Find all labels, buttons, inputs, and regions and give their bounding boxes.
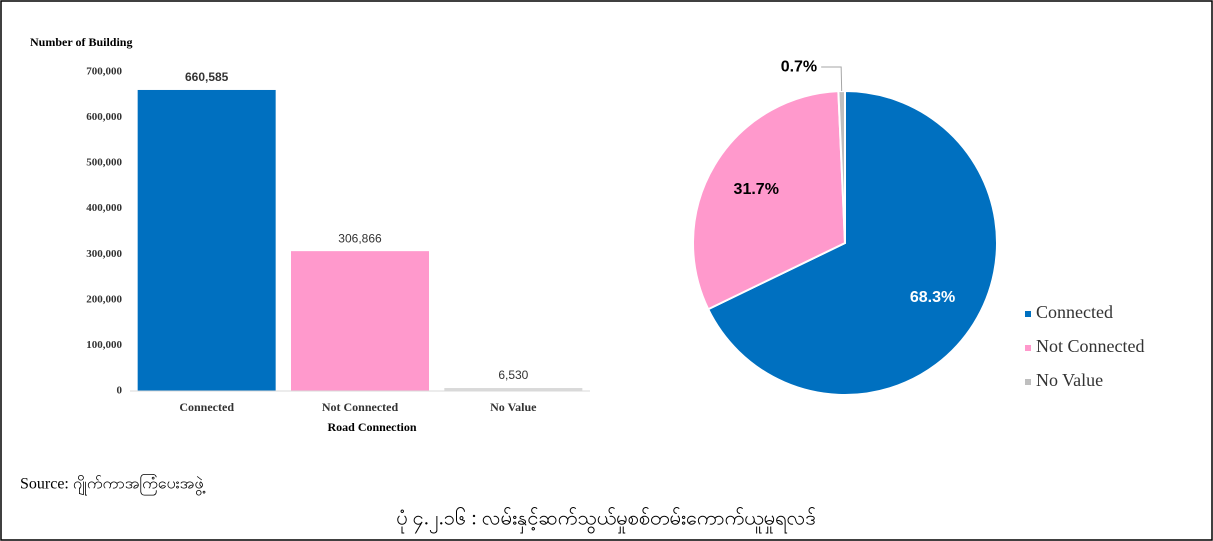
- y-tick-label: 300,000: [86, 248, 122, 260]
- x-tick-label: Connected: [179, 400, 234, 414]
- pie-slice: [837, 89, 846, 244]
- legend-label: No Value: [1036, 370, 1103, 390]
- data-label: 660,585: [185, 70, 229, 84]
- source: Source: ဂျိုက်ကာအကြံပေးအဖွဲ့: [20, 474, 206, 496]
- leader-line: [821, 66, 843, 92]
- y-axis-title: Number of Building: [30, 35, 132, 49]
- data-label: 31.7%: [734, 181, 779, 198]
- bar: [137, 89, 276, 391]
- x-tick-label: No Value: [490, 400, 537, 414]
- data-label: 0.7%: [781, 58, 817, 75]
- pie-slice: [706, 89, 998, 396]
- legend-marker: [1025, 311, 1031, 317]
- y-tick-label: 400,000: [86, 202, 122, 214]
- data-label: 68.3%: [910, 289, 955, 306]
- data-label: 306,866: [338, 231, 382, 245]
- pie-slice: [692, 90, 847, 311]
- x-tick-label: Not Connected: [322, 400, 399, 414]
- bar: [444, 388, 583, 391]
- data-label: 6,530: [498, 368, 528, 382]
- legend-label: Not Connected: [1036, 336, 1144, 356]
- x-axis-title: Road Connection: [327, 420, 416, 434]
- legend-marker: [1025, 379, 1031, 385]
- y-tick-label: 0: [117, 385, 123, 397]
- caption: ပုံ ၄.၂.၁၆ : လမ်းနှင့်ဆက်သွယ်မှုစစ်တမ်းက…: [396, 507, 816, 534]
- y-tick-label: 700,000: [86, 66, 122, 78]
- y-tick-label: 200,000: [86, 293, 122, 305]
- y-tick-label: 600,000: [86, 111, 122, 123]
- y-tick-label: 100,000: [86, 339, 122, 351]
- legend-label: Connected: [1036, 302, 1113, 322]
- legend-marker: [1025, 345, 1031, 351]
- y-tick-label: 500,000: [86, 157, 122, 169]
- bar: [291, 251, 429, 391]
